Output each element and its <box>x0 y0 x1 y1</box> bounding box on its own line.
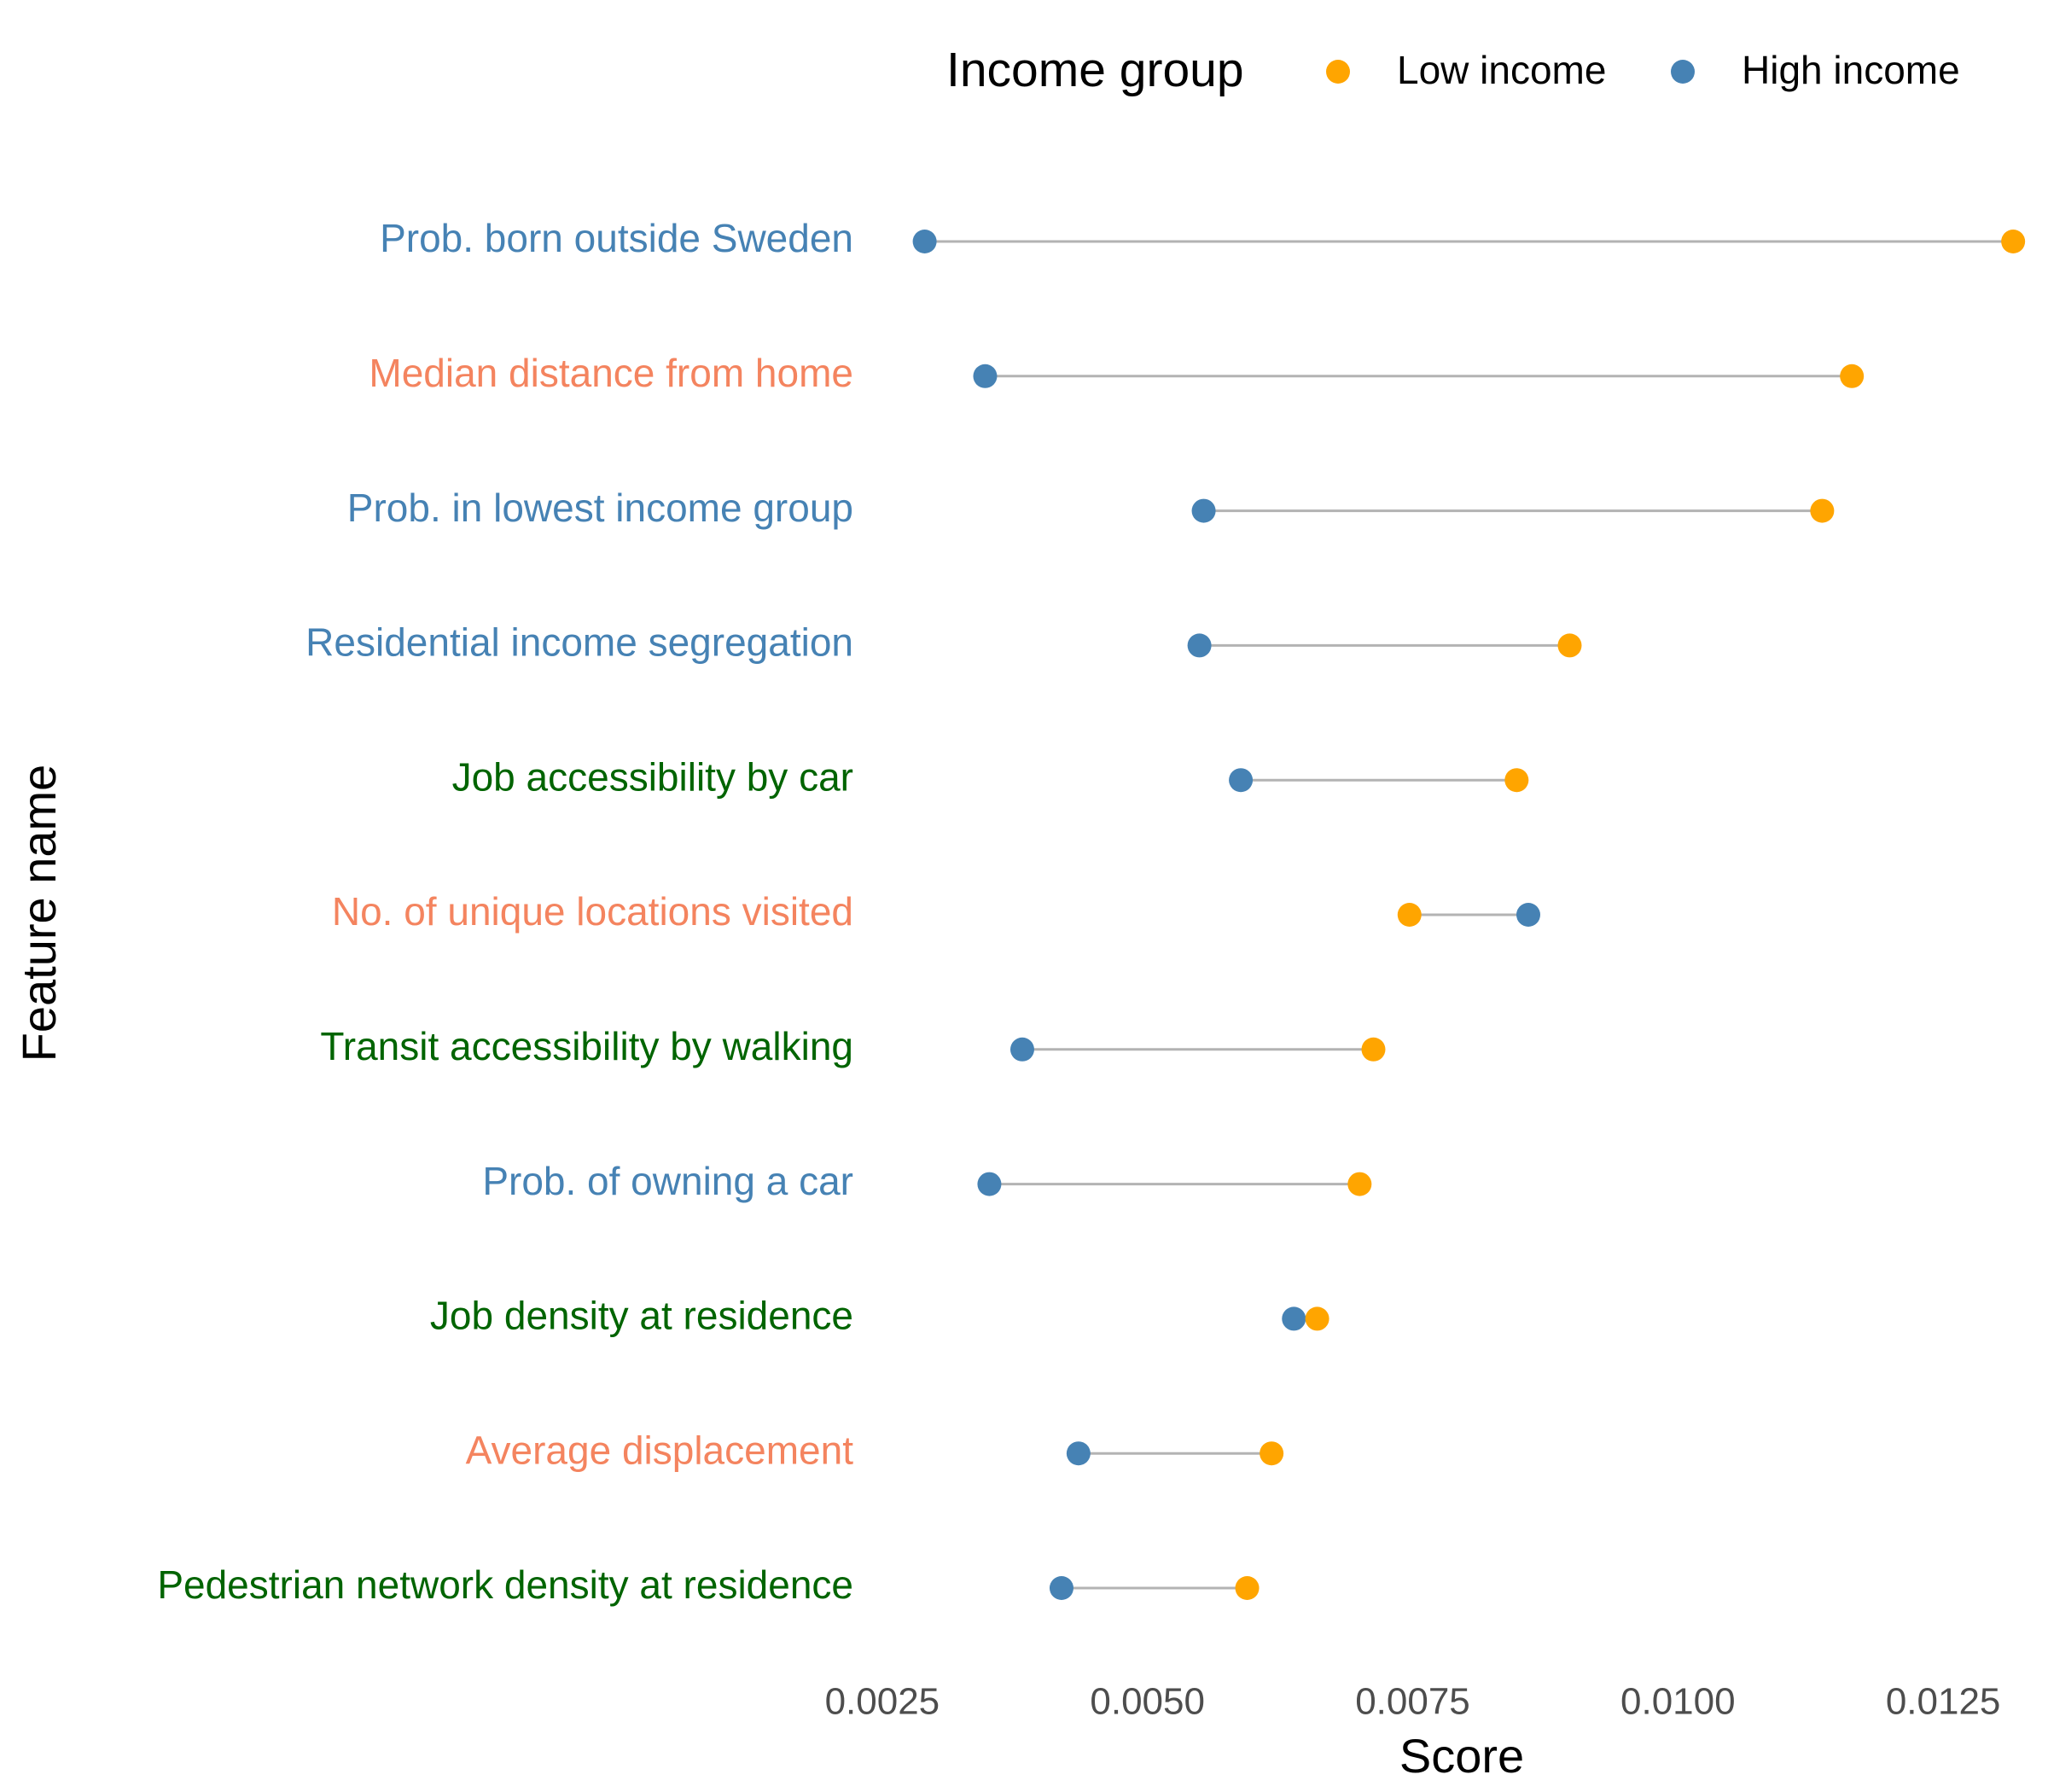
legend-marker <box>1326 60 1350 84</box>
legend-title: Income group <box>946 43 1244 97</box>
y-tick-label: Prob. in lowest income group <box>347 486 853 530</box>
dot <box>1009 1037 1034 1062</box>
y-tick-label: Pedestrian network density at residence <box>157 1562 853 1607</box>
dot <box>1361 1037 1386 1062</box>
y-tick-label: No. of unique locations visited <box>332 889 853 934</box>
dot <box>1347 1172 1372 1196</box>
dot <box>1504 768 1529 793</box>
x-tick-label: 0.0050 <box>1090 1681 1205 1723</box>
dot <box>1066 1441 1091 1466</box>
y-tick-label: Median distance from home <box>369 351 853 395</box>
dot <box>973 364 998 388</box>
dot <box>1049 1576 1073 1600</box>
dot <box>1282 1306 1306 1331</box>
y-tick-label: Transit accessibility by walking <box>320 1024 853 1068</box>
dot <box>1516 903 1540 927</box>
dot <box>1305 1306 1329 1331</box>
dot <box>1260 1441 1284 1466</box>
x-axis-title: Score <box>1399 1729 1524 1783</box>
y-axis-title: Feature name <box>12 765 66 1062</box>
dot <box>1187 633 1212 658</box>
y-tick-label: Prob. of owning a car <box>482 1159 853 1203</box>
x-tick-label: 0.0100 <box>1620 1681 1736 1723</box>
legend-label: Low income <box>1397 48 1606 92</box>
dot <box>2001 230 2026 253</box>
legend-label: High income <box>1742 48 1960 92</box>
x-tick-label: 0.0075 <box>1355 1681 1470 1723</box>
y-tick-label: Average displacement <box>466 1428 854 1472</box>
dot <box>1840 364 1865 388</box>
y-tick-label: Residential income segregation <box>305 620 853 665</box>
dot <box>1229 768 1254 793</box>
dot <box>912 230 937 253</box>
y-tick-label: Job accessibility by car <box>452 754 853 799</box>
dot <box>977 1172 1002 1196</box>
y-tick-label: Prob. born outside Sweden <box>380 216 853 260</box>
legend-marker <box>1671 60 1695 84</box>
x-tick-label: 0.0025 <box>825 1681 940 1723</box>
dot <box>1810 498 1835 523</box>
dot <box>1397 903 1422 927</box>
x-tick-label: 0.0125 <box>1886 1681 2001 1723</box>
dot <box>1191 498 1216 523</box>
dot <box>1235 1576 1260 1600</box>
y-tick-label: Job density at residence <box>430 1294 853 1338</box>
dot <box>1557 633 1582 658</box>
